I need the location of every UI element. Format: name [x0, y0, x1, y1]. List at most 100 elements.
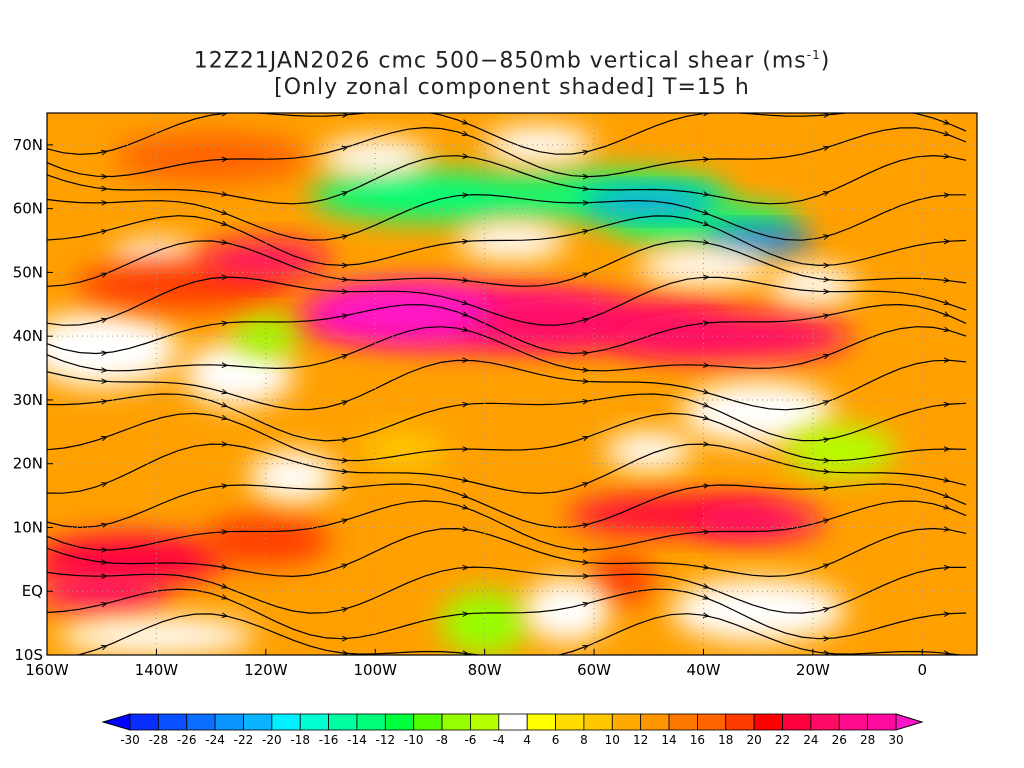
shading-region	[583, 189, 715, 216]
colorbar-label: 16	[690, 733, 705, 747]
colorbar-label: 30	[888, 733, 903, 747]
streamline	[47, 443, 967, 495]
lat-tick-label: 10S	[14, 646, 43, 664]
streamlines	[47, 113, 967, 655]
shading-region	[703, 227, 813, 254]
colorbar-swatch	[640, 713, 670, 731]
colorbar-low-arrow	[101, 713, 131, 731]
lat-tick-label: 10N	[13, 518, 43, 536]
colorbar-swatch	[328, 713, 358, 731]
colorbar-label: 8	[580, 733, 588, 747]
shading-region	[249, 450, 337, 502]
lon-tick-label: 100W	[354, 661, 398, 679]
streamline	[47, 326, 967, 372]
colorbar-swatch	[526, 713, 556, 731]
shading-region	[670, 578, 846, 643]
streamline	[47, 359, 967, 411]
gridlines	[47, 113, 977, 655]
colorbar-label: -30	[120, 733, 140, 747]
shading-region	[47, 310, 179, 388]
lat-tick-label: EQ	[22, 582, 43, 600]
lat-tick-label: 20N	[13, 455, 43, 473]
colorbar-swatch	[271, 713, 301, 731]
colorbar-swatch	[129, 713, 159, 731]
shading-region	[320, 138, 430, 177]
lat-tick-label: 60N	[13, 200, 43, 218]
colorbar-swatch	[725, 713, 755, 731]
streamline	[47, 154, 967, 205]
chart-title-line2: [Only zonal component shaded] T=15 h	[274, 75, 750, 100]
colorbar-swatch	[243, 713, 273, 731]
colorbar-swatch	[441, 713, 471, 731]
colorbar-swatch	[838, 713, 869, 731]
colorbar-label: 6	[552, 733, 560, 747]
colorbar-label: -24	[205, 733, 225, 747]
colorbar-swatch	[413, 713, 443, 731]
streamline	[47, 113, 967, 156]
colorbar-label: -14	[347, 733, 367, 747]
title-end: )	[820, 48, 831, 74]
lat-tick-label: 70N	[13, 136, 43, 154]
colorbar-swatch	[498, 713, 528, 731]
colorbar-swatch	[157, 713, 188, 731]
colorbar-label: 12	[633, 733, 648, 747]
colorbar-swatch	[186, 713, 216, 731]
colorbar-swatch	[384, 713, 415, 731]
lon-tick-label: 60W	[577, 661, 611, 679]
colorbar-label: -22	[234, 733, 254, 747]
colorbar-swatch	[697, 713, 727, 731]
colorbar-label: -28	[149, 733, 169, 747]
lat-tick-label: 50N	[13, 263, 43, 281]
colorbar-label: 26	[832, 733, 847, 747]
colorbar-swatch	[810, 713, 840, 731]
shading-layer	[47, 113, 977, 655]
shading-region	[315, 285, 491, 337]
lon-tick-label: 20W	[796, 661, 830, 679]
colorbar-label: -18	[290, 733, 310, 747]
colorbar-swatch	[555, 713, 585, 731]
shading-region	[692, 501, 824, 541]
shading-region	[358, 431, 447, 471]
colorbar-label: 10	[605, 733, 620, 747]
colorbar-label: 4	[523, 733, 531, 747]
shading-region	[232, 317, 299, 356]
shading-region	[112, 132, 310, 184]
streamline	[47, 240, 967, 287]
colorbar-swatch	[782, 713, 812, 731]
colorbar-swatch	[611, 713, 642, 731]
title-main: 12Z21JAN2026 cmc 500−850mb vertical shea…	[193, 48, 807, 74]
colorbar-swatch	[470, 713, 500, 731]
lon-tick-label: 120W	[244, 661, 288, 679]
colorbar-label: -20	[262, 733, 282, 747]
colorbar-label: -4	[493, 733, 505, 747]
shading-region	[522, 578, 611, 643]
title-units-superscript: -1	[806, 48, 821, 62]
colorbar-swatch	[356, 713, 386, 731]
colorbar-label: 18	[718, 733, 733, 747]
streamline	[47, 566, 967, 614]
shading-region	[605, 431, 693, 471]
colorbar-label: -26	[177, 733, 197, 747]
colorbar-swatch	[214, 713, 244, 731]
lon-tick-label: 40W	[687, 661, 721, 679]
shading-region	[47, 533, 228, 585]
colorbar-swatch	[583, 713, 613, 731]
colorbar-swatch	[867, 713, 897, 731]
colorbar-label: 28	[860, 733, 875, 747]
streamline	[47, 215, 967, 267]
colorbar-label: -10	[404, 733, 424, 747]
streamline	[47, 303, 967, 355]
shading-region	[769, 266, 857, 305]
colorbar-swatch	[753, 713, 783, 731]
lon-tick-label: 140W	[135, 661, 179, 679]
colorbar-label: 14	[661, 733, 676, 747]
colorbar-label: 22	[775, 733, 790, 747]
lat-tick-label: 40N	[13, 327, 43, 345]
shading-region	[309, 170, 551, 222]
colorbar-label: -8	[436, 733, 448, 747]
colorbar: -30 -28 -26 -24 -22 -20 -18 -16 -14 -12 -10 -8 -6 -4 4…	[101, 713, 924, 747]
map-frame	[46, 112, 978, 656]
colorbar-label: 20	[747, 733, 762, 747]
shading-region	[610, 310, 852, 362]
